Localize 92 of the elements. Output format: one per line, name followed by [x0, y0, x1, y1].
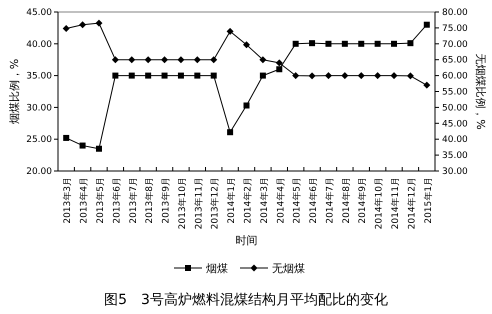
- point: [276, 59, 283, 66]
- y2-tick-label: 50.00: [442, 103, 468, 114]
- y2-tick-label: 55.00: [442, 88, 468, 98]
- y2-axis-title: 无烟煤比例，%: [474, 53, 487, 130]
- point: [63, 134, 70, 141]
- y-tick-label: 40.00: [26, 40, 52, 50]
- point: [144, 56, 152, 64]
- y2-tick-label: 45.00: [442, 119, 468, 130]
- x-tick-label: 2014年2月: [242, 177, 254, 224]
- x-tick-label: 2015年1月: [422, 177, 434, 224]
- legend-label: 烟煤: [206, 262, 228, 275]
- point: [374, 72, 382, 80]
- point: [194, 72, 200, 79]
- point: [259, 56, 266, 64]
- point: [292, 72, 300, 80]
- x-axis-title: 时间: [236, 234, 258, 247]
- point: [226, 28, 234, 35]
- point: [161, 56, 168, 64]
- point: [145, 72, 152, 79]
- x-tick-label: 2013年9月: [160, 177, 172, 224]
- y-tick-label: 25.00: [26, 135, 52, 146]
- y2-tick-label: 70.00: [442, 40, 468, 50]
- y2-tick-label: 40.00: [442, 135, 468, 146]
- y-tick-label: 30.00: [26, 103, 52, 114]
- point: [358, 72, 365, 80]
- point: [324, 72, 332, 80]
- point: [79, 21, 86, 28]
- x-tick-label: 2013年6月: [111, 177, 122, 224]
- point: [406, 72, 414, 80]
- text: 图5 3号高炉燃料混煤结构月平均配比的变化: [104, 292, 388, 308]
- x-tick-label: 2013年10月: [176, 177, 188, 230]
- x-tick-label: 2014年8月: [340, 177, 352, 224]
- y2-tick-label: 30.00: [442, 167, 468, 177]
- x-tick-label: 2014年10月: [374, 177, 385, 230]
- point: [112, 56, 119, 64]
- x-tick-label: 2014年12月: [406, 177, 418, 230]
- point: [210, 72, 217, 79]
- x-tick-label: 2013年3月: [62, 177, 74, 224]
- point: [391, 40, 398, 47]
- y-axis-title: 烟煤比例，%: [8, 58, 21, 124]
- point: [292, 40, 299, 47]
- x-tick-label: 2014年11月: [390, 177, 402, 230]
- x-tick-label: 2013年5月: [94, 177, 106, 224]
- point: [243, 41, 250, 48]
- point: [210, 56, 218, 64]
- x-tick-label: 2014年6月: [308, 177, 320, 224]
- x-tick-label: 2014年1月: [226, 177, 238, 224]
- point: [309, 40, 316, 46]
- point: [194, 56, 201, 64]
- point: [95, 20, 102, 27]
- point: [407, 40, 414, 46]
- point: [128, 72, 135, 79]
- x-tick-label: 2013年7月: [128, 177, 139, 224]
- point: [358, 40, 364, 47]
- x-tick-label: 2014年5月: [292, 177, 303, 224]
- point: [423, 82, 430, 89]
- point: [227, 129, 234, 136]
- point: [308, 72, 316, 80]
- point: [177, 56, 184, 64]
- x-tick-label: 2014年7月: [324, 177, 336, 224]
- point: [342, 40, 348, 47]
- x-tick-label: 2014年3月: [258, 177, 270, 224]
- y2-tick-label: 80.00: [442, 8, 468, 18]
- y-tick-label: 35.00: [26, 72, 52, 82]
- point: [390, 72, 398, 80]
- legend-label: 无烟煤: [272, 262, 305, 275]
- point: [128, 56, 136, 64]
- y2-tick-label: 65.00: [442, 56, 468, 66]
- x-tick-label: 2013年8月: [144, 177, 156, 224]
- x-tick-label: 2014年9月: [357, 177, 368, 224]
- point: [244, 102, 250, 108]
- y-tick-label: 20.00: [26, 167, 52, 177]
- y2-tick-label: 35.00: [442, 151, 468, 162]
- point: [276, 66, 282, 72]
- point: [260, 72, 266, 79]
- y2-tick-label: 60.00: [442, 72, 468, 82]
- x-tick-label: 2013年11月: [193, 177, 204, 230]
- point: [424, 22, 430, 28]
- point: [162, 72, 168, 79]
- point: [62, 25, 70, 32]
- x-tick-label: 2013年12月: [210, 177, 221, 230]
- point: [112, 72, 118, 79]
- point: [325, 40, 332, 47]
- x-tick-label: 2013年4月: [78, 177, 90, 224]
- point: [341, 72, 348, 80]
- y2-tick-label: 75.00: [442, 24, 468, 34]
- point: [374, 40, 381, 47]
- x-tick-label: 2014年4月: [275, 177, 286, 224]
- point: [80, 142, 86, 149]
- point: [178, 72, 184, 79]
- point: [96, 146, 102, 152]
- y-tick-label: 45.00: [26, 8, 52, 18]
